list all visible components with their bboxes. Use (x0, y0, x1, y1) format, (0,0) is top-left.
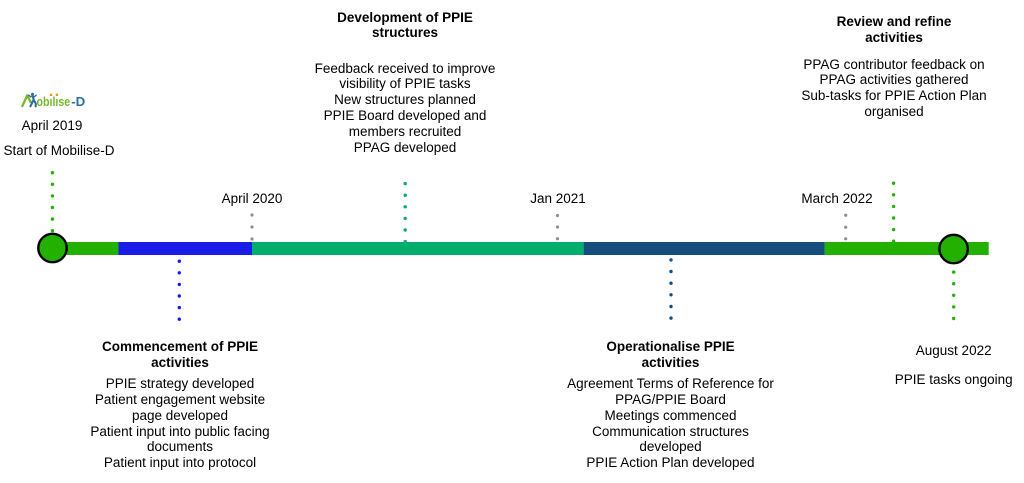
svg-text:-D: -D (71, 94, 85, 109)
svg-text:obılıse: obılıse (37, 94, 71, 109)
